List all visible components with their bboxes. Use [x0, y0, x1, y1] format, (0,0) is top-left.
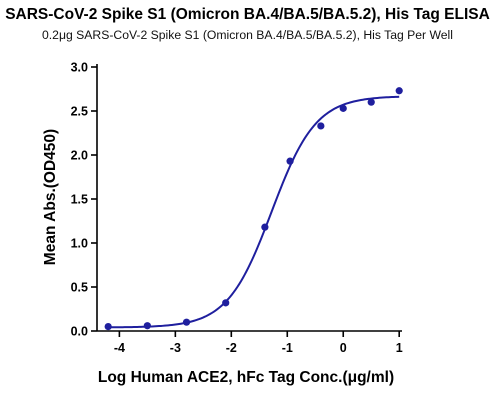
- y-axis-label: Mean Abs.(OD450): [42, 129, 59, 265]
- y-tick-label: 2.0: [71, 149, 88, 163]
- data-point: [222, 299, 230, 307]
- x-tick-label: 0: [340, 341, 347, 355]
- y-tick-label: 1.5: [71, 193, 88, 207]
- x-tick-label: -2: [226, 341, 237, 355]
- x-axis-label: Log Human ACE2, hFc Tag Conc.(μg/ml): [98, 369, 394, 386]
- y-tick-label: 2.5: [71, 105, 88, 119]
- y-tick-label: 0.5: [71, 281, 88, 295]
- data-point: [182, 318, 191, 326]
- chart-subtitle: 0.2μg SARS-CoV-2 Spike S1 (Omicron BA.4/…: [42, 28, 453, 42]
- x-tick-label: -1: [282, 341, 293, 355]
- x-tick-label: -3: [170, 341, 181, 355]
- y-tick-label: 0.0: [71, 325, 88, 339]
- data-point: [395, 87, 403, 95]
- y-tick-label: 1.0: [71, 237, 88, 251]
- chart-title: SARS-CoV-2 Spike S1 (Omicron BA.4/BA.5/B…: [5, 6, 490, 23]
- axes: 0.0 0.5 1.0 1.5 2.0 2.5 3.0 -4 -3 -2 -1 0 1: [71, 61, 403, 356]
- data-point: [261, 223, 269, 231]
- data-point: [317, 122, 325, 130]
- fit-curve-group: [108, 95, 400, 329]
- data-point: [339, 104, 347, 112]
- data-point: [286, 157, 294, 165]
- data-point: [143, 322, 151, 330]
- y-tick-label: 3.0: [71, 61, 88, 75]
- data-point: [367, 98, 375, 106]
- data-point: [104, 323, 112, 331]
- x-tick-label: -4: [114, 341, 125, 355]
- fit-curve: [108, 95, 400, 329]
- x-tick-label: 1: [396, 341, 403, 355]
- data-points-group: [104, 87, 403, 331]
